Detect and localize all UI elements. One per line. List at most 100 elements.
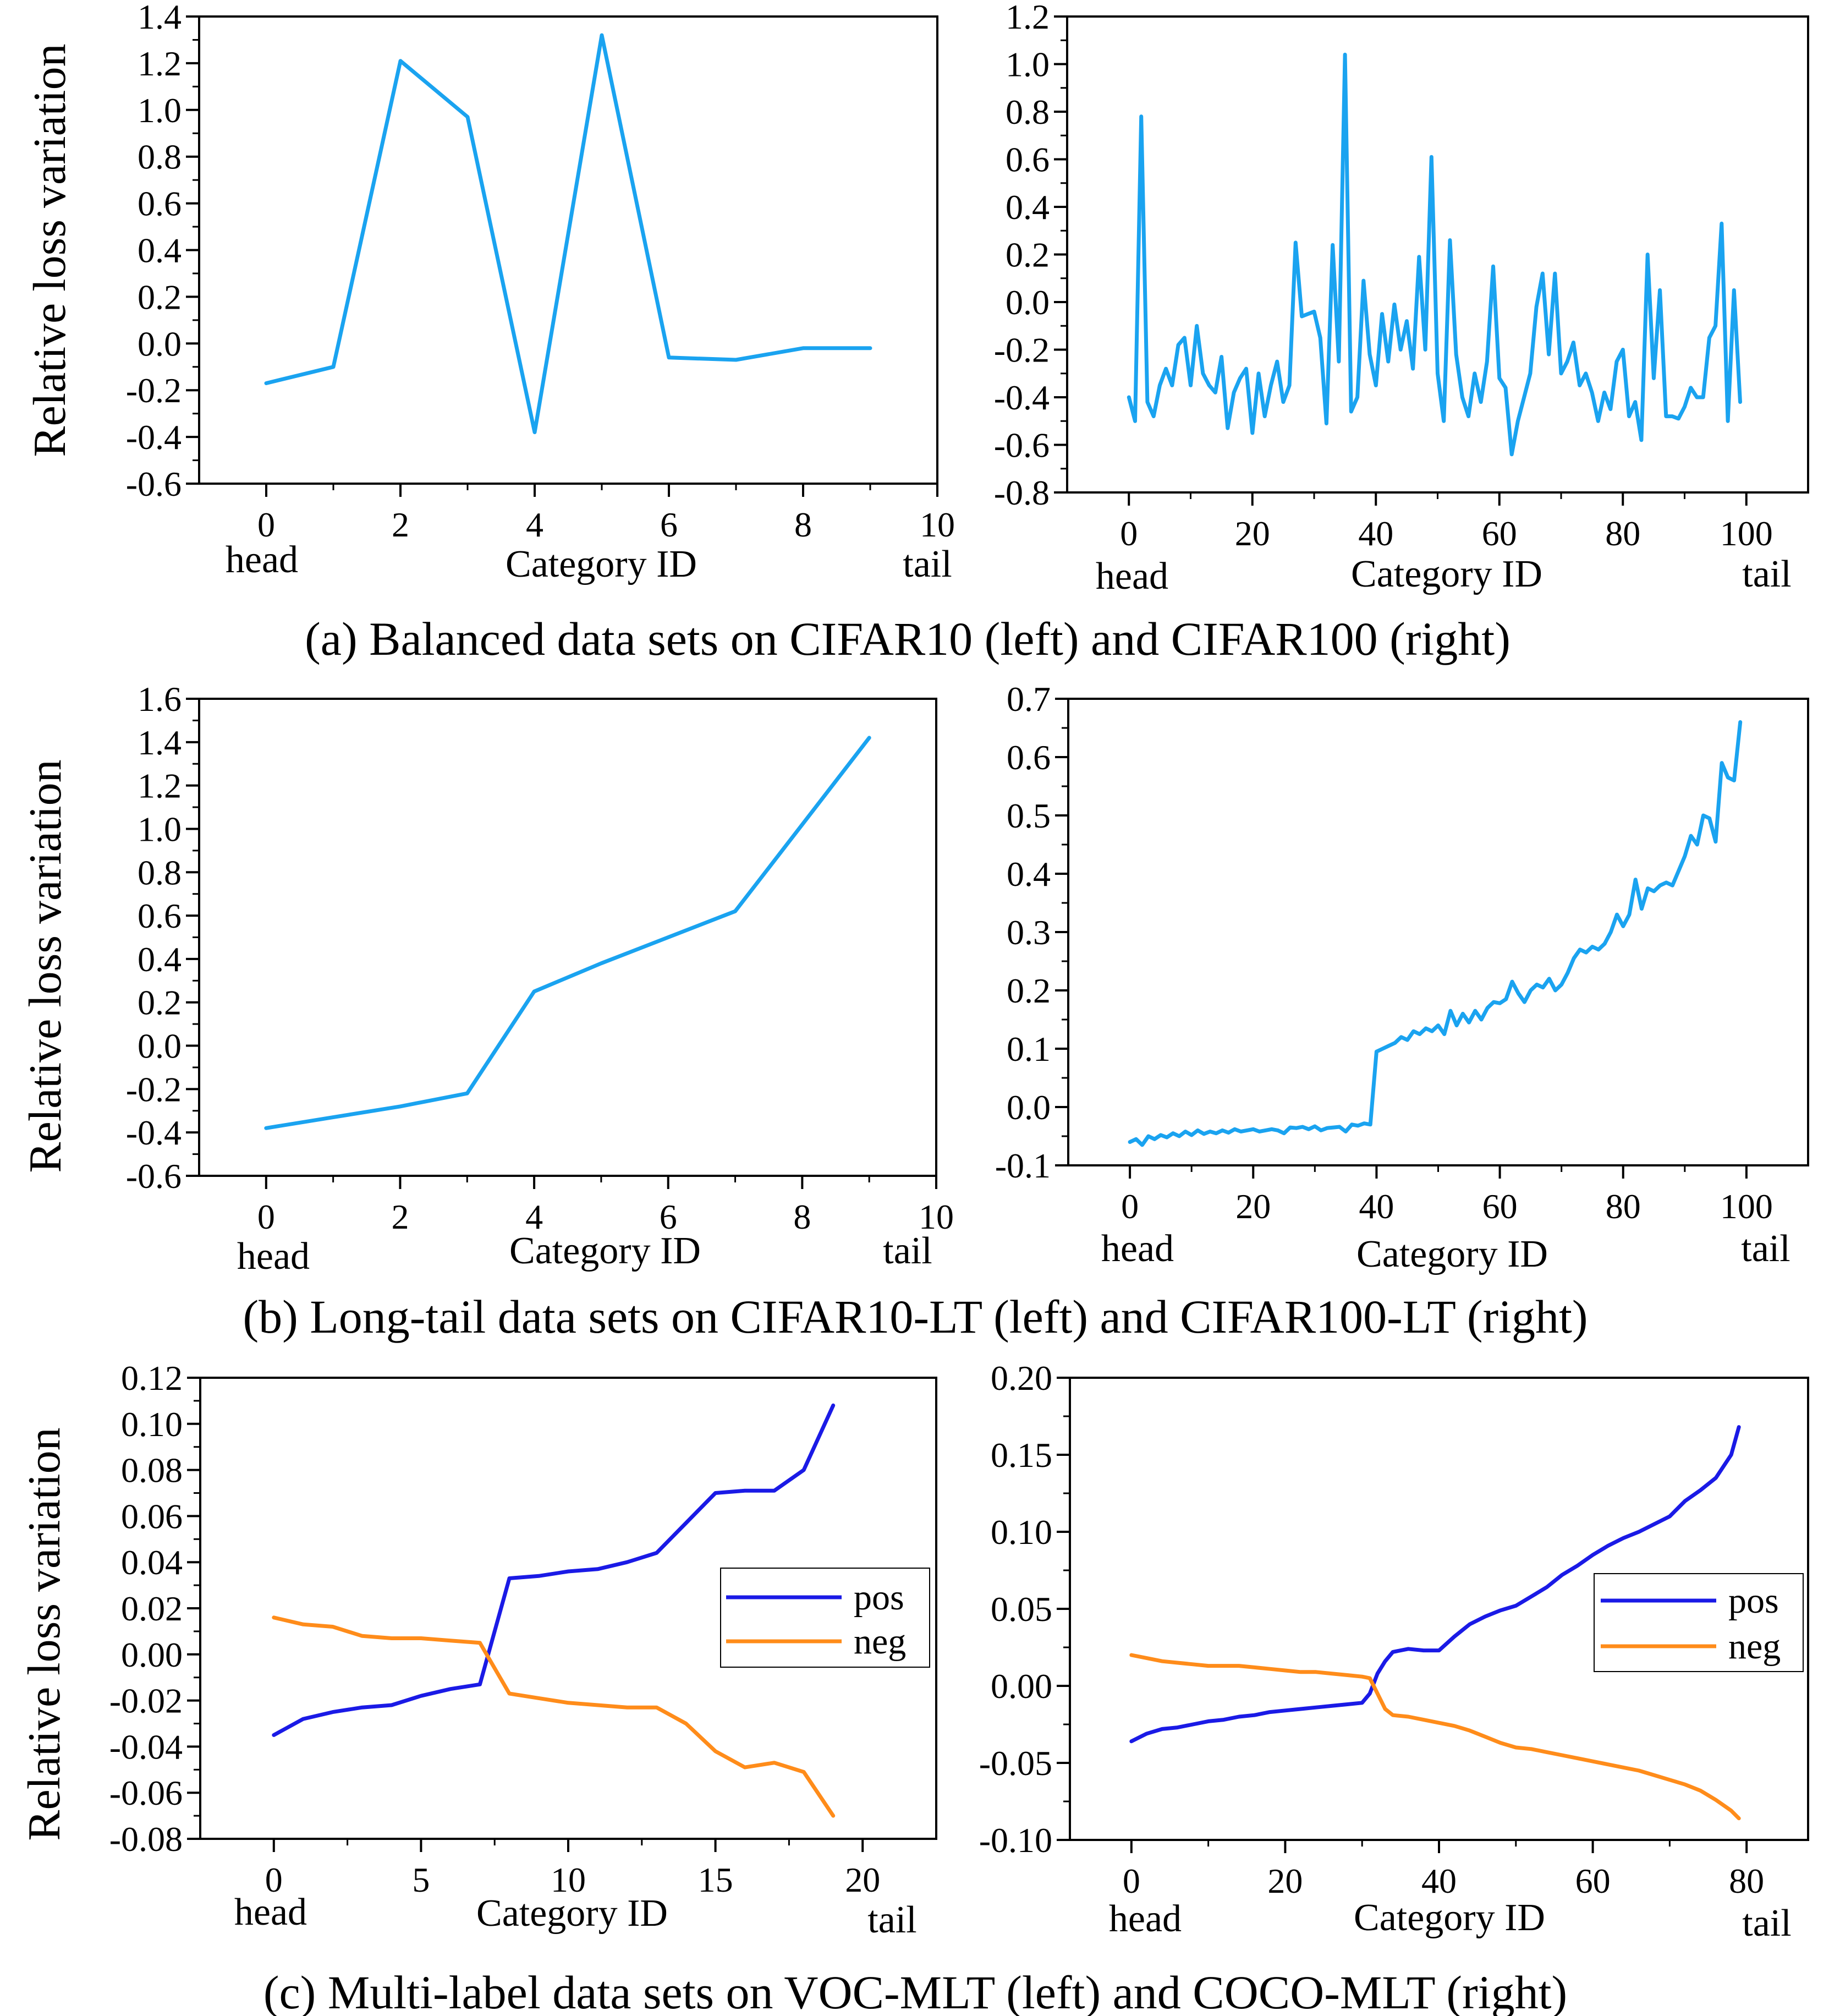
x-tick-label: 100 xyxy=(1720,514,1773,553)
chart-b-left: -0.6 -0.4 -0.2 0.0 0.2 0.4 0.6 0.8 1.01.2 1.4 1.6 0… xyxy=(20,680,954,1278)
y-tick-label: 0.6 xyxy=(1006,140,1050,179)
y-tick-label: 0.0 xyxy=(1007,1088,1051,1127)
x-tick-label: 0 xyxy=(1123,1861,1140,1900)
x-tick-label: 15 xyxy=(698,1860,733,1899)
y-tick-label: -0.8 xyxy=(994,473,1050,512)
y-tick-label: -0.4 xyxy=(126,1113,182,1152)
head-label: head xyxy=(1101,1228,1174,1270)
tail-label: tail xyxy=(1742,1902,1791,1944)
series-line-neg xyxy=(1129,1653,1741,1821)
plot-frame xyxy=(198,15,938,485)
y-tick-label: 0.05 xyxy=(991,1590,1052,1629)
y-tick-label: 0.4 xyxy=(1006,188,1050,227)
y-tick-label: 0.8 xyxy=(138,138,182,177)
y-tick-label: 1.2 xyxy=(138,44,182,83)
legend-box xyxy=(720,1568,930,1668)
y-tick-label: 1.2 xyxy=(138,766,182,806)
series-line-loss xyxy=(264,736,871,1130)
x-tick-label: 0 xyxy=(1120,514,1138,553)
chart-a-left: -0.6 -0.4 -0.2 0.0 0.2 0.4 0.6 0.8 1.0 1.2 1.4 0 2 4 6… xyxy=(24,0,955,585)
legend-box xyxy=(1594,1573,1804,1672)
y-tick-label: -0.4 xyxy=(994,378,1050,417)
x-tick-label: 80 xyxy=(1605,514,1640,553)
head-label: head xyxy=(1109,1898,1182,1940)
x-tick-label: 2 xyxy=(391,1197,409,1236)
y-tick-label: 0.2 xyxy=(138,277,182,316)
y-tick-label: 0.8 xyxy=(1006,92,1050,132)
y-tick-label: 0.10 xyxy=(121,1405,183,1444)
y-tick-label: 0.4 xyxy=(1007,854,1051,894)
y-tick-label: 0.6 xyxy=(138,896,182,935)
y-tick-label: -0.6 xyxy=(126,1157,182,1196)
legend-neg-label: neg xyxy=(1728,1626,1781,1667)
x-tick-label: 10 xyxy=(919,1197,954,1236)
series-line-pos xyxy=(272,1403,836,1737)
head-label: head xyxy=(226,539,298,581)
y-tick-label: 1.2 xyxy=(1006,0,1050,36)
x-tick-label: 0 xyxy=(265,1860,283,1899)
chart-a-right: -0.8 -0.6 -0.4 -0.2 0.0 0.2 0.4 0.6 0.8 1.0 1.2 0 20… xyxy=(994,0,1809,598)
x-tick-label: 40 xyxy=(1359,1187,1394,1226)
y-tick-label: 0.12 xyxy=(121,1358,183,1398)
x-tick-label: 2 xyxy=(392,505,409,544)
y-tick-label: -0.2 xyxy=(126,371,182,410)
x-tick-label: 8 xyxy=(794,505,812,544)
x-tick-label: 20 xyxy=(1235,514,1270,553)
x-tick-label: 5 xyxy=(412,1860,430,1899)
chart-b-right: -0.1 0.0 0.1 0.2 0.3 0.4 0.5 0.6 0.7 0 20 40 60 80 100… xyxy=(995,680,1809,1275)
y-axis-label: Relative loss variation xyxy=(19,1427,70,1840)
head-label: head xyxy=(237,1235,310,1278)
x-tick-label: 20 xyxy=(1267,1861,1303,1900)
y-tick-label: 0.3 xyxy=(1007,913,1051,952)
legend-pos-label: pos xyxy=(1728,1581,1779,1621)
y-tick-label: -0.1 xyxy=(995,1146,1051,1185)
x-tick-label: 0 xyxy=(1121,1187,1139,1226)
y-tick-label: 0.15 xyxy=(991,1436,1052,1475)
tail-label: tail xyxy=(903,543,952,585)
x-tick-label: 4 xyxy=(525,1197,543,1236)
y-tick-label: -0.4 xyxy=(126,418,182,457)
y-tick-label: 1.4 xyxy=(138,723,182,762)
x-tick-label: 80 xyxy=(1606,1187,1641,1226)
y-tick-label: 0.6 xyxy=(1007,738,1051,777)
x-tick-label: 10 xyxy=(920,505,955,544)
y-tick-label: 0.1 xyxy=(1007,1029,1051,1069)
y-tick-label: -0.05 xyxy=(979,1744,1052,1783)
legend: pos neg xyxy=(720,1568,930,1668)
x-tick-label: 0 xyxy=(257,505,275,544)
y-tick-label: 0.2 xyxy=(138,983,182,1022)
series-line-pos xyxy=(1129,1425,1741,1744)
legend-pos-label: pos xyxy=(854,1577,904,1618)
y-tick-label: -0.10 xyxy=(979,1821,1052,1860)
head-label: head xyxy=(1096,555,1168,598)
y-tick-label: 0.8 xyxy=(138,853,182,892)
head-label: head xyxy=(234,1891,307,1933)
x-tick-label: 40 xyxy=(1421,1861,1457,1900)
y-tick-label: 0.04 xyxy=(121,1543,183,1582)
y-axis-label: Relative loss variation xyxy=(20,759,71,1173)
plot-frame xyxy=(1067,698,1809,1166)
y-tick-label: 0.5 xyxy=(1007,796,1051,835)
x-tick-label: 60 xyxy=(1482,1187,1518,1226)
y-tick-label: -0.08 xyxy=(109,1820,183,1859)
x-tick-label: 6 xyxy=(660,1197,677,1236)
y-tick-label: 0.06 xyxy=(121,1497,183,1536)
y-tick-label: 1.4 xyxy=(138,0,182,36)
y-tick-label: 0.00 xyxy=(991,1667,1052,1706)
tail-label: tail xyxy=(867,1899,916,1941)
series-line-loss xyxy=(1128,720,1743,1147)
x-axis-label: Category ID xyxy=(1356,1233,1548,1275)
y-tick-label: -0.2 xyxy=(126,1070,182,1109)
y-tick-label: -0.6 xyxy=(126,464,182,503)
y-tick-label: 0.02 xyxy=(121,1589,183,1628)
y-tick-label: 0.4 xyxy=(138,940,182,979)
series-line-loss xyxy=(1127,52,1742,457)
y-tick-label: -0.02 xyxy=(109,1681,183,1721)
y-tick-label: -0.06 xyxy=(109,1773,183,1812)
chart-c-left: -0.08 -0.06 -0.04 -0.02 0.00 0.02 0.04 0.06 0.08… xyxy=(19,1358,937,1941)
caption-c: (c) Multi-label data sets on VOC-MLT (le… xyxy=(263,1966,1567,2016)
tail-label: tail xyxy=(1742,553,1791,595)
y-tick-label: -0.6 xyxy=(994,426,1050,465)
y-tick-label: 0.2 xyxy=(1007,971,1051,1010)
